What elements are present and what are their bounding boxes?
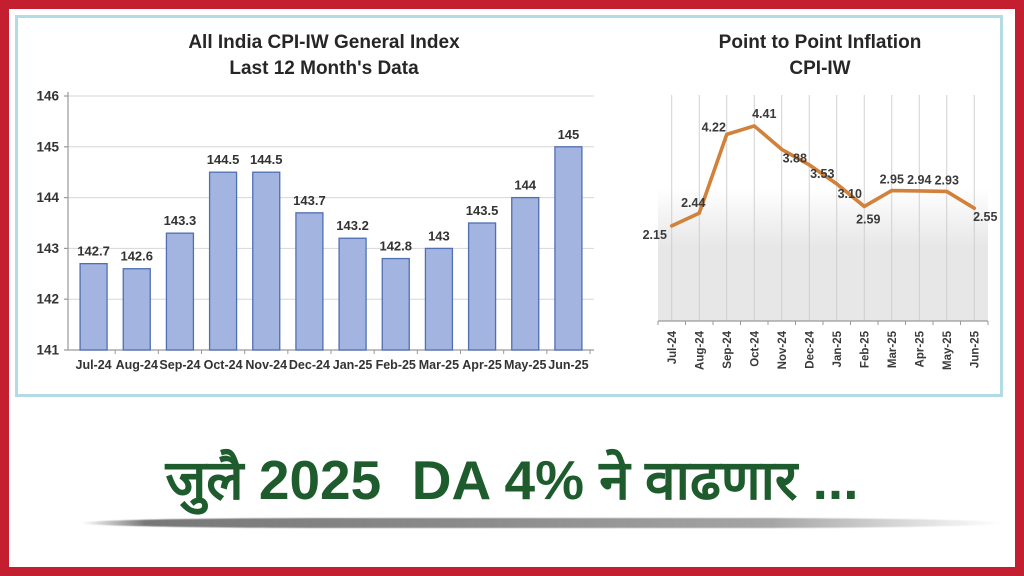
bar-value-label: 143 [428, 229, 450, 244]
bar [424, 248, 454, 351]
point-value-label: 3.53 [810, 167, 834, 181]
headline-text: जुलै 2025 DA 4% ने वाढणार ... [165, 449, 859, 511]
bar-value-label: 143.2 [336, 219, 369, 234]
point-value-label: 2.95 [880, 173, 904, 187]
charts-panel: All India CPI-IW General Index Last 12 M… [15, 15, 1003, 397]
x-category-label: Jun-25 [548, 358, 588, 372]
line-chart-title: Point to Point Inflation CPI-IW [640, 18, 1000, 81]
x-category-label: Mar-25 [419, 358, 459, 372]
x-category-label: Feb-25 [859, 331, 871, 369]
y-tick-label: 143 [36, 241, 59, 256]
x-category-label: Oct-24 [204, 358, 243, 372]
bar [79, 263, 108, 351]
y-tick-label: 141 [36, 343, 59, 358]
x-category-label: Feb-25 [376, 358, 416, 372]
bar-chart-title-line2: Last 12 Month's Data [229, 57, 419, 79]
bar-chart-title-line1: All India CPI-IW General Index [188, 32, 460, 53]
point-value-label: 2.55 [973, 210, 997, 224]
point-value-label: 3.88 [783, 152, 807, 166]
point-value-label: 4.22 [702, 121, 726, 135]
x-category-label: Jan-25 [333, 358, 373, 372]
bar [554, 146, 583, 351]
headline-shadow [81, 518, 1003, 528]
y-tick-label: 145 [36, 140, 59, 155]
plot-area-background [658, 91, 988, 322]
point-value-label: 2.93 [935, 174, 959, 188]
x-category-label: Oct-24 [749, 331, 761, 367]
x-category-label: Sep-24 [159, 358, 200, 372]
x-category-label: Nov-24 [777, 331, 789, 370]
bar [467, 222, 497, 351]
y-tick-label: 144 [36, 190, 59, 205]
bar-value-label: 143.3 [164, 213, 197, 228]
x-category-label: Apr-25 [462, 358, 502, 372]
point-value-label: 2.94 [907, 173, 931, 187]
bar [511, 197, 540, 351]
x-category-label: Jul-24 [667, 331, 679, 365]
x-category-label: Nov-24 [245, 358, 287, 372]
bar-value-label: 144.5 [207, 152, 240, 167]
bar [252, 171, 281, 351]
point-value-label: 4.41 [752, 107, 776, 121]
bar-chart-plot: 141 142 143 144 145 146 142.7 Jul-24 142.6 Aug-24… [36, 89, 594, 372]
x-category-label: Dec-24 [289, 358, 330, 372]
point-value-label: 3.10 [838, 187, 862, 201]
x-category-label: Dec-24 [804, 331, 816, 369]
point-value-label: 2.59 [856, 213, 880, 227]
x-category-label: Aug-24 [116, 358, 158, 372]
bar [208, 171, 238, 351]
bar-value-label: 145 [558, 127, 580, 142]
inflation-line-chart: Point to Point Inflation CPI-IW 2.15 2.44… [640, 18, 1000, 390]
bar [165, 232, 195, 351]
line-chart-title-line1: Point to Point Inflation [718, 32, 922, 53]
bar [338, 237, 367, 351]
x-category-label: May-25 [942, 331, 954, 371]
x-category-label: Jun-25 [969, 331, 981, 369]
point-value-label: 2.15 [643, 228, 667, 242]
y-tick-label: 142 [36, 292, 59, 307]
bar-chart-title: All India CPI-IW General Index Last 12 M… [20, 18, 628, 81]
x-category-label: Apr-25 [914, 331, 926, 368]
x-category-label: Aug-24 [694, 331, 706, 371]
line-chart-plot: 2.15 2.44 4.22 4.41 3.883.53 3.10 2.59 2.95 2.94… [643, 91, 997, 371]
bar-value-label: 143.7 [293, 193, 326, 208]
inflation-line [669, 124, 977, 228]
x-category-label: Mar-25 [887, 331, 899, 369]
x-category-label: May-25 [504, 358, 546, 372]
point-value-label: 2.44 [681, 196, 705, 210]
bar-value-label: 142.6 [120, 249, 153, 264]
x-category-label: Sep-24 [722, 331, 734, 369]
bar-value-label: 142.8 [379, 239, 412, 254]
bar [295, 212, 324, 351]
x-category-label: Jul-24 [76, 358, 112, 372]
bar-value-label: 144 [514, 178, 536, 193]
y-tick-label: 146 [36, 89, 59, 104]
line-chart-title-line2: CPI-IW [789, 57, 851, 79]
bar-value-label: 144.5 [250, 152, 283, 167]
bar-value-label: 143.5 [466, 203, 499, 218]
bar-value-label: 142.7 [77, 244, 110, 259]
cpi-index-bar-chart: All India CPI-IW General Index Last 12 M… [20, 18, 628, 390]
bar [122, 268, 151, 351]
bar [381, 258, 410, 351]
x-category-label: Jan-25 [832, 331, 844, 368]
